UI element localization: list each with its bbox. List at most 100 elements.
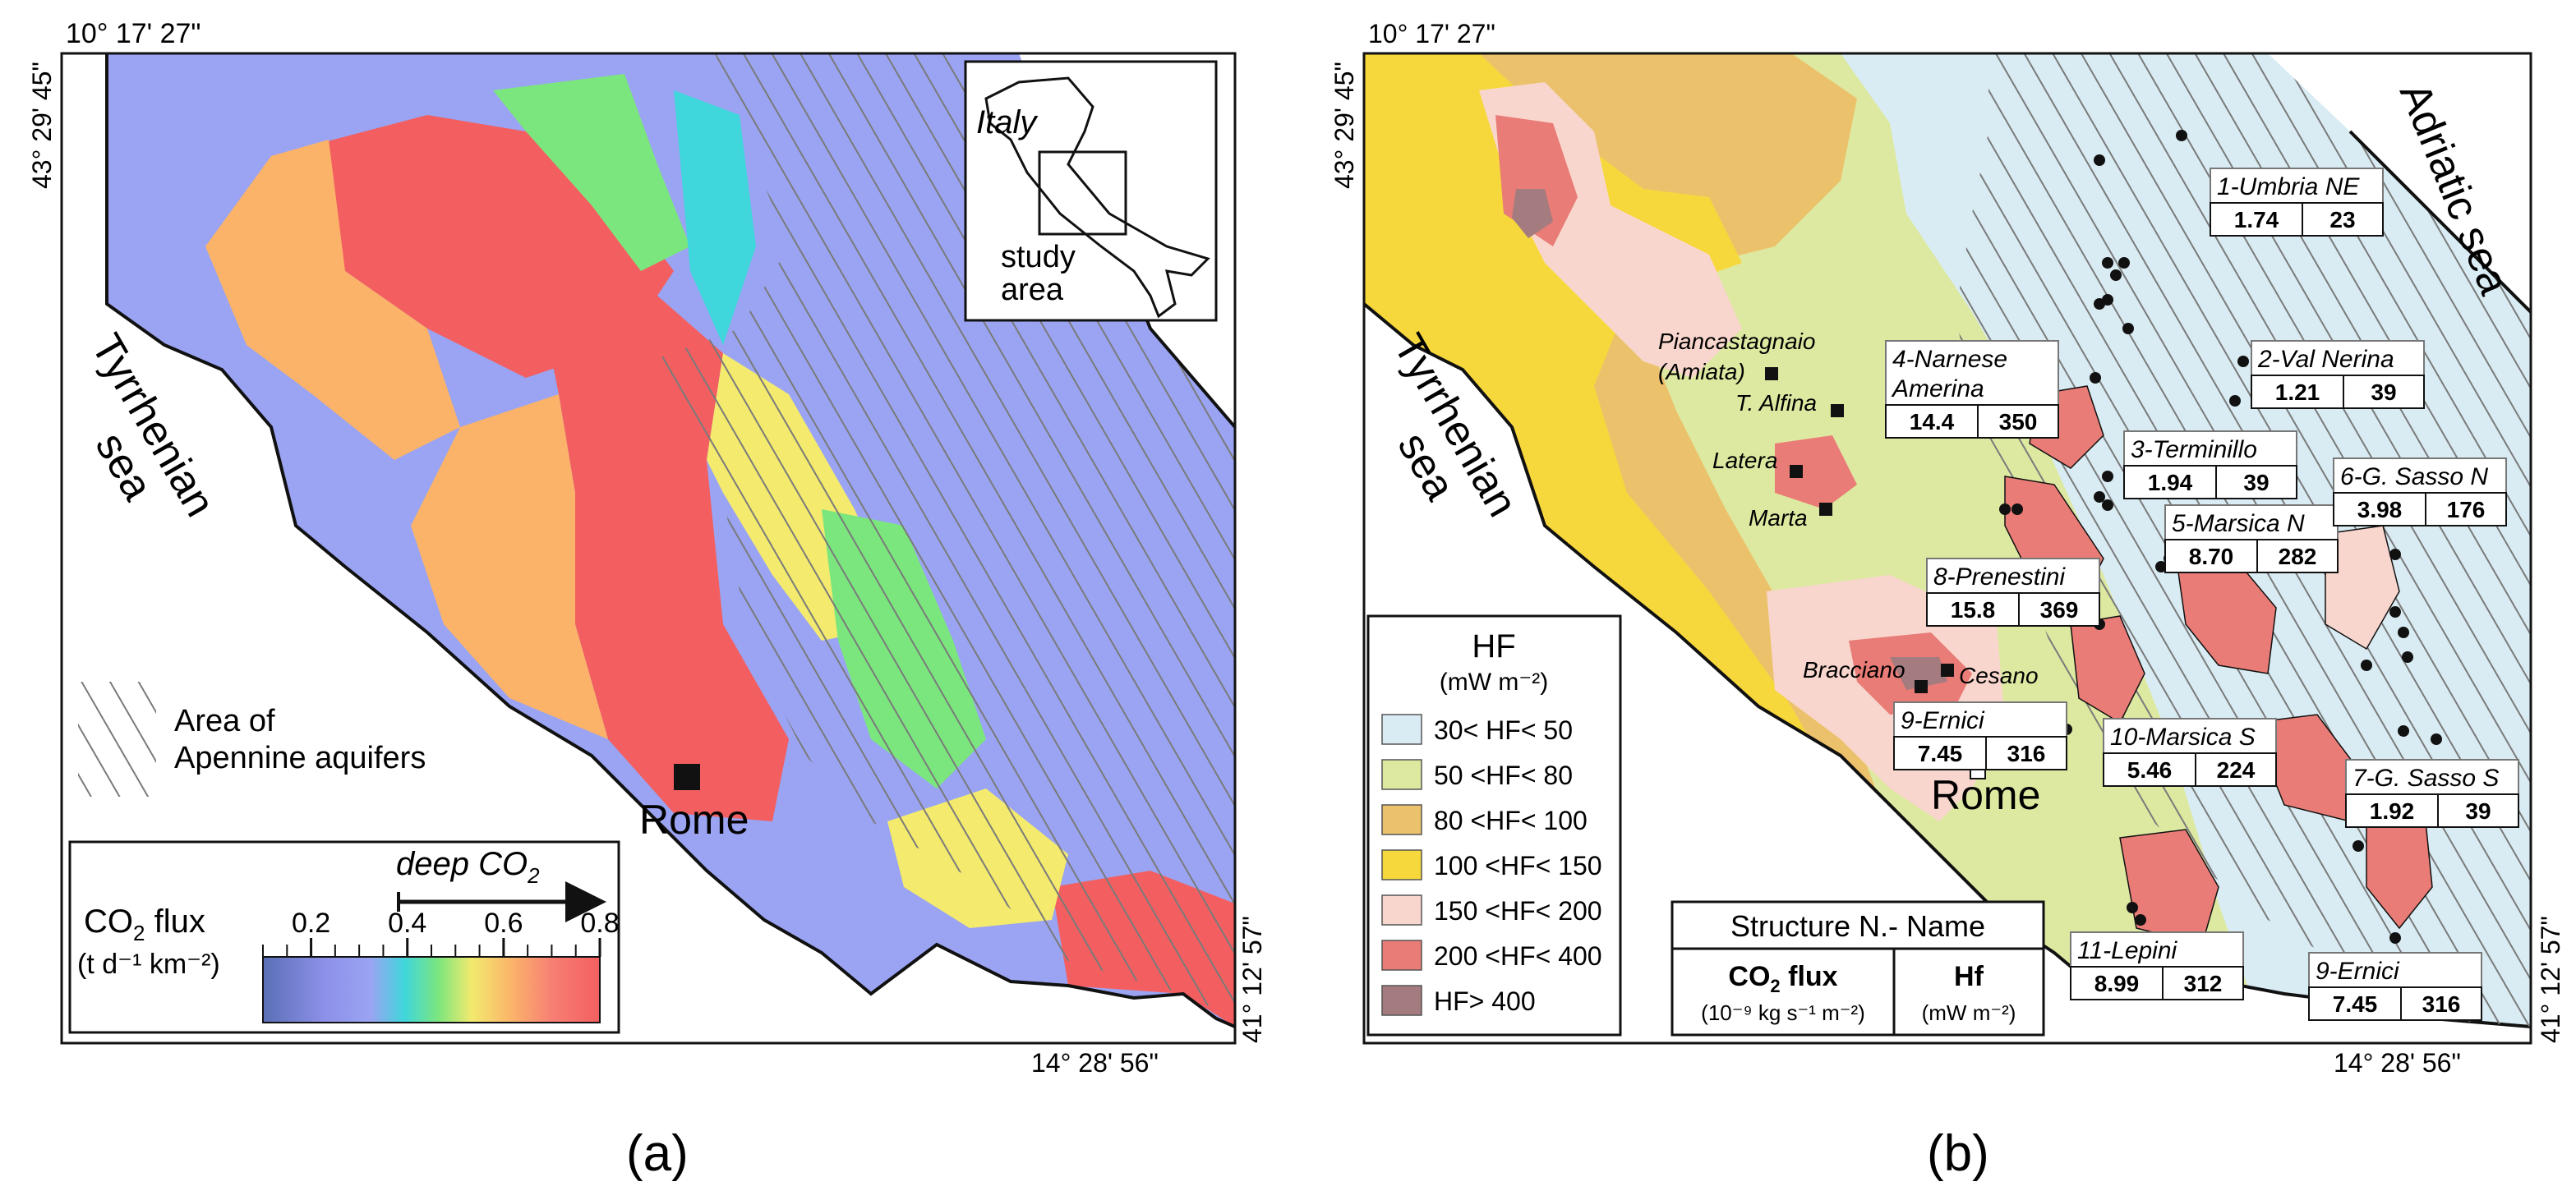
hf-legend-label: 100 <HF< 150: [1434, 851, 1602, 880]
hf-legend-label: 30< HF< 50: [1434, 715, 1573, 745]
coord-left-lat-b: 43° 29' 45": [1329, 62, 1359, 189]
site-label-amiata: (Amiata): [1658, 359, 1745, 384]
structure-name-line2: Amerina: [1891, 375, 1984, 402]
structure-name: 9-Ernici: [1901, 707, 1985, 734]
colorbar-title: CO2 flux: [84, 903, 205, 945]
site-marker-piancastagnaio: [1765, 367, 1778, 380]
panel-a: 10° 17' 27" 43° 29' 45" 41° 12' 57" 14° …: [27, 18, 1267, 1182]
structure-name: 7-G. Sasso S: [2353, 765, 2499, 792]
colorbar-tick-label: 0.4: [388, 908, 426, 939]
site-label-bracciano: Bracciano: [1803, 657, 1906, 683]
coord-bottom-right-a: 14° 28' 56": [1031, 1048, 1159, 1078]
coord-bottom-right-b: 14° 28' 56": [2334, 1048, 2461, 1078]
flux-cyan-band: [674, 90, 756, 345]
structure-co2-value: 7.45: [2333, 991, 2378, 1017]
map-frame-a: [60, 52, 1237, 1045]
site-label-piancastagnaio: Piancastagnaio: [1658, 329, 1815, 354]
structure-co2-value: 7.45: [1918, 741, 1963, 766]
hf-legend-label: HF> 400: [1434, 986, 1536, 1016]
hf-over-400-amiata: [1512, 189, 1553, 238]
hf-legend-units: (mW m⁻²): [1440, 669, 1548, 696]
structure-label-box: 7-G. Sasso S 1.92 39: [2345, 759, 2519, 828]
coord-left-lat-a: 43° 29' 45": [27, 62, 57, 189]
hf-legend-rows: 30< HF< 50 50 <HF< 80 80 <HF< 100 100 <HF< …: [1381, 714, 1602, 1016]
key-header: Structure N.- Name: [1730, 909, 1985, 943]
colorbar-tick-label: 0.2: [292, 908, 330, 939]
structure-name: 8-Prenestini: [1933, 563, 2066, 591]
structure-key: Structure N.- Name CO2 flux (10⁻⁹ kg s⁻¹…: [1670, 900, 2045, 1037]
structure-shape-ernici: [2070, 615, 2145, 724]
structure-co2-value: 1.74: [2234, 207, 2279, 232]
hf-legend-label: 200 <HF< 400: [1434, 941, 1602, 971]
site-marker-latera: [1790, 465, 1803, 478]
site-label-talfina: T. Alfina: [1735, 390, 1817, 416]
structure-co2-value: 8.99: [2094, 971, 2140, 996]
site-marker-cesano: [1941, 664, 1954, 677]
colorbar-tick-label: 0.8: [580, 908, 619, 939]
structure-label-box: 6-G. Sasso N 3.98 176: [2333, 457, 2507, 526]
hf-over-400-bracciano: [1890, 657, 1947, 690]
hf-legend-label: 80 <HF< 100: [1434, 806, 1588, 835]
inset-study-label: study: [1001, 240, 1076, 274]
structure-co2-value: 5.46: [2127, 757, 2173, 783]
flux-red-central: [542, 296, 789, 821]
structure-co2-value: 15.8: [1951, 597, 1996, 623]
structure-hf-value: 316: [2422, 991, 2461, 1017]
coord-right-lat-b: 41° 12' 57": [2536, 916, 2565, 1043]
map-frame-b: [1362, 52, 2532, 1045]
structure-label-box: 2-Val Nerina 1.21 39: [2251, 340, 2425, 409]
structure-label-box: 10-Marsica S 5.46 224: [2103, 718, 2277, 787]
structure-hf-value: 312: [2184, 971, 2223, 996]
hf-legend-swatch: [1381, 985, 1422, 1016]
key-col2: Hf: [1954, 961, 1984, 992]
structure-name: 2-Val Nerina: [2257, 346, 2394, 373]
structure-name: 11-Lepini: [2077, 937, 2178, 964]
structure-co2-value: 8.70: [2189, 544, 2234, 569]
sea-area-b: [1364, 53, 2531, 1043]
colorbar-units: (t d⁻¹ km⁻²): [77, 949, 220, 980]
hf-200-400-latera: [1775, 435, 1857, 509]
structure-label-box: 1-Umbria NE 1.74 23: [2210, 168, 2384, 237]
structure-labels: 1-Umbria NE 1.74 23 2-Val Nerina 1.21 39 3-Ter…: [1885, 168, 2519, 1021]
structure-name: 1-Umbria NE: [2217, 173, 2360, 200]
coord-right-lat-a: 41° 12' 57": [1237, 916, 1267, 1043]
italy-outline: [984, 76, 1210, 319]
structure-hf-value: 369: [2040, 597, 2079, 623]
site-marker-bracciano: [1915, 680, 1928, 693]
site-label-latera: Latera: [1712, 448, 1777, 473]
panel-b-letter: (b): [1927, 1125, 1989, 1182]
hatch-legend-line1: Area of: [174, 704, 275, 738]
flux-orange-central: [411, 394, 608, 739]
rome-label-b: Rome: [1931, 772, 2040, 818]
structure-label-box: 9-Ernici 7.45 316: [2308, 952, 2482, 1021]
structure-shape-gsasso-n: [2325, 525, 2400, 651]
flux-orange-west: [205, 140, 460, 460]
structure-label-box: 8-Prenestini 15.8 369: [1926, 558, 2100, 627]
structure-hf-value: 176: [2447, 497, 2486, 522]
structure-hf-value: 23: [2329, 207, 2355, 232]
panel-b: 10° 17' 27" 43° 29' 45" 41° 12' 57" 14° …: [1329, 19, 2565, 1182]
inset-area-label: area: [1001, 273, 1064, 307]
hatch-legend-line2: Apennine aquifers: [174, 741, 426, 775]
structure-co2-value: 1.21: [2275, 379, 2320, 405]
rome-marker-a: [674, 764, 700, 790]
colorbar-arrow-label: deep CO2: [396, 846, 540, 888]
structure-name: 10-Marsica S: [2110, 724, 2256, 751]
study-area-box: [1038, 150, 1127, 236]
hf-legend-swatch: [1381, 894, 1422, 926]
structure-hf-value: 39: [2371, 379, 2396, 405]
colorbar-gradient: [262, 956, 601, 1023]
adriatic-sea-area: [2268, 53, 2531, 312]
structure-hf-value: 350: [1999, 409, 2038, 434]
structure-name: 3-Terminillo: [2131, 436, 2257, 463]
key-col2-units: (mW m⁻²): [1922, 1000, 2016, 1025]
structure-hf-value: 39: [2243, 470, 2269, 495]
colorbar-ticks: 0.2 0.4 0.6 0.8: [262, 908, 620, 957]
panel-a-letter: (a): [626, 1125, 689, 1182]
structure-label-box: 11-Lepini 8.99 312: [2070, 931, 2244, 1000]
hf-legend-label: 150 <HF< 200: [1434, 896, 1602, 926]
adriatic-coastline: [2348, 130, 2531, 314]
coastline: [105, 53, 1235, 1028]
structure-hf-value: 39: [2465, 798, 2491, 824]
